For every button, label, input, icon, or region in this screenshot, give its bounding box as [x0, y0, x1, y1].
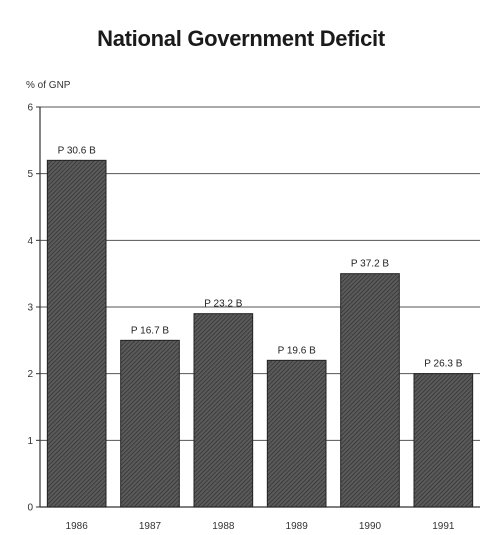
bar-1991	[413, 373, 474, 508]
y-tick-label: 3	[27, 303, 33, 314]
x-tick-label: 1987	[139, 521, 162, 532]
x-tick-label: 1988	[212, 521, 235, 532]
data-label-1989: P 19.6 B	[278, 345, 317, 356]
bar-1989	[266, 359, 327, 508]
data-label-1991: P 26.3 B	[424, 359, 463, 370]
data-label-1988: P 23.2 B	[204, 299, 243, 310]
bar-1988	[193, 313, 254, 508]
x-tick-label: 1989	[286, 521, 309, 532]
bar-1987	[120, 339, 180, 508]
chart-title: National Government Deficit	[97, 26, 385, 51]
y-tick-label: 1	[27, 436, 33, 447]
y-tick-label: 4	[27, 236, 33, 247]
y-tick-label: 2	[27, 369, 33, 380]
y-axis-label: % of GNP	[26, 80, 71, 91]
bar-1986	[46, 159, 107, 508]
x-tick-label: 1990	[359, 521, 382, 532]
x-tick-label: 1991	[432, 521, 455, 532]
x-tick-label: 1986	[66, 521, 89, 532]
data-label-1990: P 37.2 B	[351, 259, 390, 270]
y-tick-label: 6	[27, 103, 33, 114]
y-tick-label: 0	[27, 503, 33, 514]
y-tick-label: 5	[27, 169, 33, 180]
data-label-1986: P 30.6 B	[58, 145, 97, 156]
data-label-1987: P 16.7 B	[131, 325, 170, 336]
bar-1990	[340, 273, 400, 508]
